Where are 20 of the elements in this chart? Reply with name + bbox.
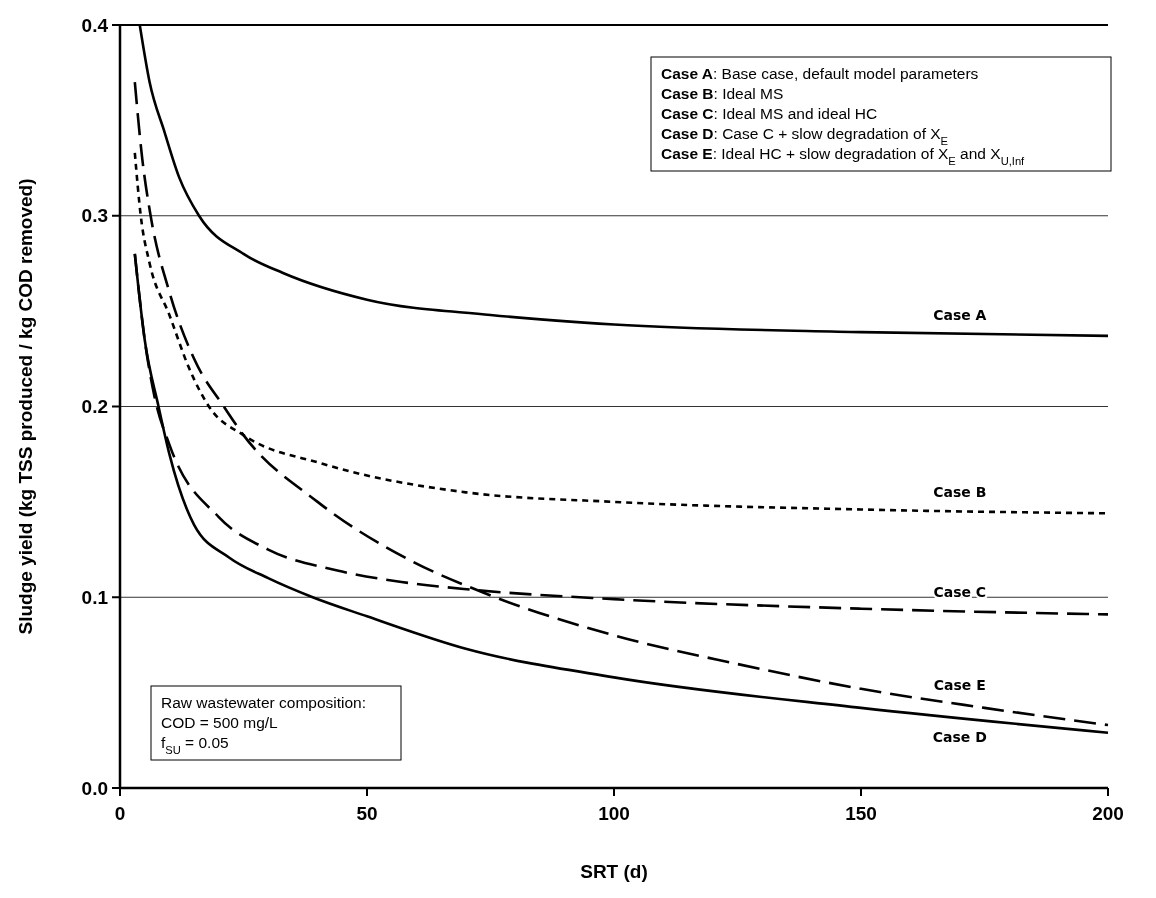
series-label: Case B [933, 484, 987, 501]
x-tick-label: 0 [114, 803, 126, 824]
text-box: Case A: Base case, default model parameters Case B: Ideal MS Case C: Ideal MS and ideal HC Case D: Case C + slow degradation of X$_{E}$ Case E: Ideal HC + slow degradation of X$_{E}$ and X$_{U,Inf}$ [650, 56, 1112, 172]
y-tick-label: 0.0 [81, 777, 108, 799]
x-tick-label: 200 [1092, 803, 1124, 824]
x-tick-label: 150 [845, 803, 877, 824]
x-tick-label: 100 [598, 803, 630, 824]
series-label: Case A [933, 306, 987, 323]
series-label: Case D [932, 728, 987, 745]
series-label: Case E [933, 677, 986, 694]
y-tick-label: 0.4 [81, 14, 109, 36]
text-box: Raw wastewater composition: COD = 500 mg/L f$_{SU}$ = 0.05 [150, 685, 402, 761]
annotation: Raw wastewater composition: COD = 500 mg/L f$_{SU}$ = 0.05 [161, 694, 367, 756]
y-tick-label: 0.2 [81, 396, 108, 418]
y-tick-label: 0.3 [81, 205, 108, 227]
x-axis-title: SRT (d) [580, 861, 648, 882]
y-axis-title: Sludge yield (kg TSS produced / kg COD removed) [15, 178, 36, 635]
y-tick-label: 0.1 [81, 586, 109, 608]
series-label: Case C [933, 583, 987, 600]
x-tick-label: 50 [356, 803, 378, 824]
